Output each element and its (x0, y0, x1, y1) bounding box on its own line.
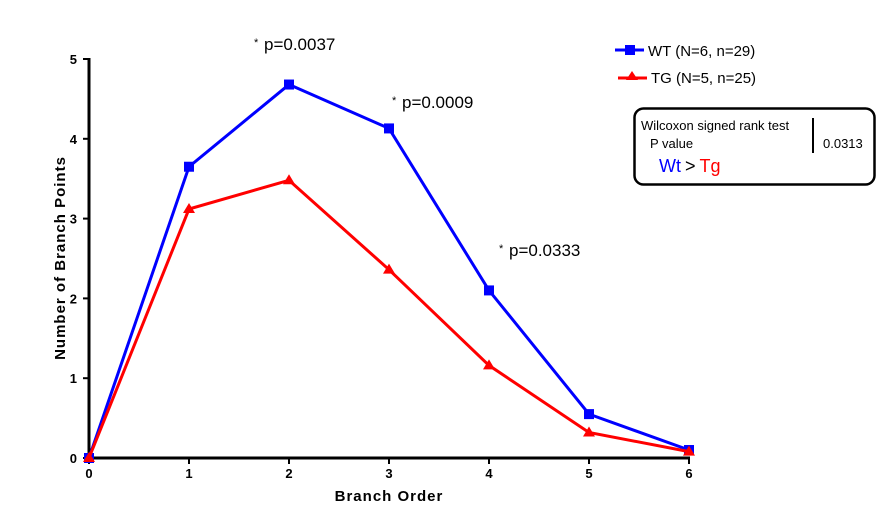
x-tick-label: 5 (585, 466, 592, 481)
annotation-star: * (499, 243, 504, 255)
y-axis-label: Number of Branch Points (52, 156, 69, 360)
data-point-tg (83, 452, 95, 462)
x-axis-label: Branch Order (335, 488, 444, 505)
data-point-tg (383, 263, 395, 274)
legend-tg-label: TG (N=5, n=25) (651, 70, 756, 87)
legend-wt-label: WT (N=6, n=29) (648, 43, 755, 60)
x-tick-label: 4 (485, 466, 493, 481)
x-tick-label: 2 (285, 466, 292, 481)
annotation-p-value: p=0.0037 (264, 35, 335, 54)
stats-op: > (685, 156, 696, 176)
annotation-star: * (392, 95, 397, 107)
stats-p-value: 0.0313 (823, 136, 863, 151)
data-point-tg (483, 359, 495, 370)
y-tick-label: 4 (70, 132, 78, 147)
annotation-p-value: p=0.0009 (402, 93, 473, 112)
annotations: * p=0.0037 * p=0.0009 * p=0.0333 (254, 35, 580, 260)
axes: 0 1 2 3 4 5 0 1 2 3 4 5 6 (70, 52, 693, 481)
x-tick-label: 3 (385, 466, 392, 481)
stats-p-label: P value (650, 136, 693, 151)
data-point-tg (183, 203, 195, 214)
stats-box: Wilcoxon signed rank test P value 0.0313… (633, 107, 876, 186)
y-tick-label: 2 (70, 291, 77, 306)
stats-comparison: Wt > Tg (659, 156, 721, 176)
x-tick-label: 0 (85, 466, 92, 481)
legend-wt-square-icon (625, 45, 635, 55)
y-tick-label: 3 (70, 212, 77, 227)
data-point-wt (384, 123, 394, 134)
data-point-wt (584, 409, 594, 420)
x-tick-label: 6 (685, 466, 692, 481)
legend: WT (N=6, n=29) TG (N=5, n=25) (615, 43, 756, 87)
y-tick-label: 5 (70, 52, 77, 67)
data-point-wt (284, 79, 294, 90)
y-tick-label: 1 (70, 371, 77, 386)
legend-tg-triangle-icon (626, 71, 638, 80)
stats-box-frame (633, 107, 876, 186)
x-tick-label: 1 (185, 466, 192, 481)
annotation-star: * (254, 37, 259, 49)
data-point-wt (484, 285, 494, 296)
data-point-tg (583, 426, 595, 437)
data-point-tg (283, 174, 295, 185)
data-point-tg (683, 445, 695, 456)
data-point-wt (184, 161, 194, 172)
annotation-p-value: p=0.0333 (509, 241, 580, 260)
series-group (83, 79, 695, 463)
stats-test-name: Wilcoxon signed rank test (641, 118, 790, 133)
y-tick-label: 0 (70, 451, 77, 466)
stats-wt: Wt (659, 156, 681, 176)
stats-tg: Tg (700, 156, 721, 176)
